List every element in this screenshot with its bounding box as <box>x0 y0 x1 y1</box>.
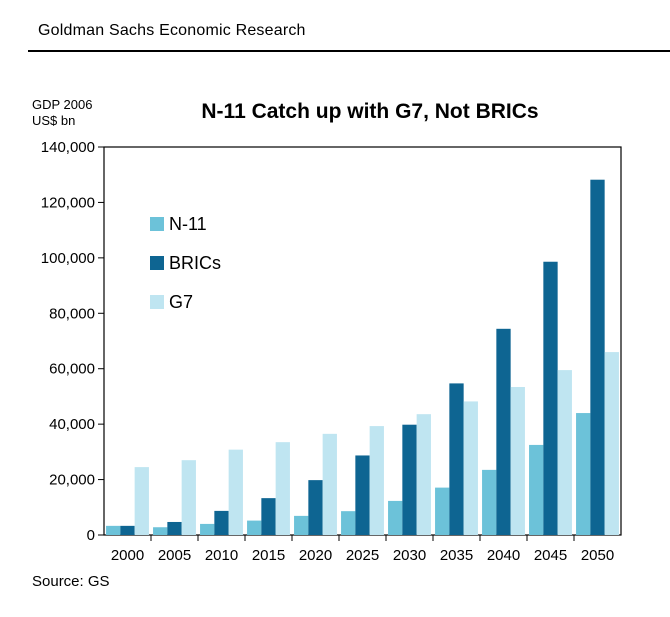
y-tick-label: 0 <box>87 527 95 544</box>
x-tick-label: 2050 <box>581 547 614 564</box>
x-tick-label: 2015 <box>252 547 285 564</box>
bar-n-11-2040 <box>482 469 497 535</box>
y-tick-label: 80,000 <box>49 305 95 322</box>
bar-brics-2030 <box>402 424 417 535</box>
bar-brics-2050 <box>590 179 605 535</box>
source-note: Source: GS <box>32 573 110 590</box>
bar-brics-2025 <box>355 455 370 535</box>
bar-g7-2005 <box>181 460 196 535</box>
bar-brics-2020 <box>308 480 323 535</box>
y-tick-label: 100,000 <box>41 250 95 267</box>
bar-brics-2000 <box>120 525 135 535</box>
bar-g7-2020 <box>322 433 337 535</box>
bar-g7-2035 <box>463 401 478 535</box>
bar-brics-2005 <box>167 521 182 535</box>
bar-g7-2040 <box>510 387 525 535</box>
bar-n-11-2025 <box>341 511 356 535</box>
bar-brics-2045 <box>543 261 558 535</box>
y-tick-label: 20,000 <box>49 472 95 489</box>
x-tick-label: 2010 <box>205 547 238 564</box>
bar-n-11-2005 <box>153 527 168 535</box>
bar-n-11-2000 <box>106 525 121 535</box>
legend-label-g7: G7 <box>169 292 193 312</box>
bar-n-11-2045 <box>529 444 544 535</box>
bar-n-11-2030 <box>388 500 403 535</box>
y-axis-label-line-1: GDP 2006 <box>32 97 93 112</box>
bar-brics-2040 <box>496 328 511 535</box>
bar-n-11-2020 <box>294 515 309 535</box>
chart-title: N-11 Catch up with G7, Not BRICs <box>201 100 539 123</box>
y-tick-label: 120,000 <box>41 194 95 211</box>
bar-g7-2025 <box>369 426 384 535</box>
x-tick-label: 2000 <box>111 547 144 564</box>
bar-n-11-2015 <box>247 520 262 535</box>
legend-swatch-g7 <box>150 295 164 309</box>
legend-swatch-brics <box>150 256 164 270</box>
bar-g7-2050 <box>604 352 619 535</box>
y-tick-label: 60,000 <box>49 361 95 378</box>
x-tick-label: 2025 <box>346 547 379 564</box>
bar-g7-2030 <box>416 414 431 535</box>
x-tick-label: 2030 <box>393 547 426 564</box>
bar-brics-2015 <box>261 498 276 535</box>
y-tick-label: 40,000 <box>49 416 95 433</box>
bar-brics-2035 <box>449 383 464 535</box>
bar-brics-2010 <box>214 510 229 535</box>
bar-g7-2045 <box>557 370 572 535</box>
x-tick-label: 2005 <box>158 547 191 564</box>
bar-n-11-2050 <box>576 413 591 535</box>
y-tick-label: 140,000 <box>41 139 95 156</box>
legend-label-brics: BRICs <box>169 253 221 273</box>
legend-swatch-n-11 <box>150 217 164 231</box>
y-axis-label: GDP 2006 US$ bn <box>32 97 92 129</box>
bar-g7-2010 <box>228 449 243 535</box>
report-header-title: Goldman Sachs Economic Research <box>38 22 306 39</box>
bar-n-11-2010 <box>200 523 215 535</box>
x-tick-label: 2040 <box>487 547 520 564</box>
bar-g7-2000 <box>134 467 149 535</box>
x-tick-label: 2020 <box>299 547 332 564</box>
bar-g7-2015 <box>275 442 290 535</box>
x-tick-label: 2035 <box>440 547 473 564</box>
header-rule <box>28 50 670 52</box>
y-axis-label-line-2: US$ bn <box>32 113 76 128</box>
x-tick-label: 2045 <box>534 547 567 564</box>
bar-n-11-2035 <box>435 487 450 535</box>
legend-label-n-11: N-11 <box>169 214 207 234</box>
